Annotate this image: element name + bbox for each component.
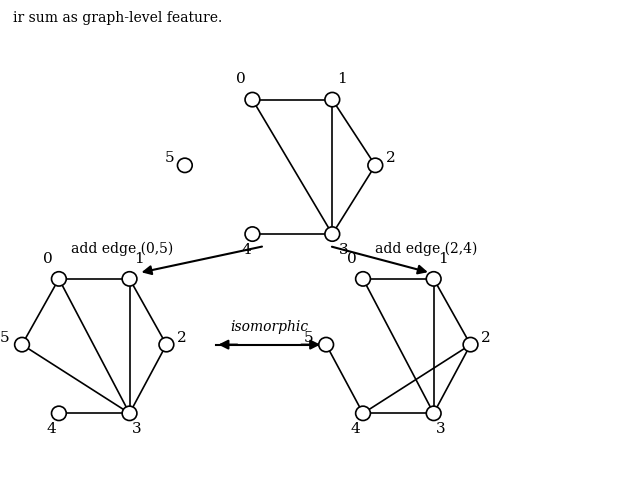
- Circle shape: [368, 158, 383, 172]
- Text: 4: 4: [351, 422, 360, 436]
- Text: 0: 0: [43, 251, 52, 266]
- Text: 1: 1: [438, 251, 448, 266]
- Text: add edge (2,4): add edge (2,4): [375, 242, 477, 256]
- Circle shape: [51, 272, 67, 286]
- Text: 1: 1: [337, 72, 346, 87]
- Text: ir sum as graph-level feature.: ir sum as graph-level feature.: [13, 11, 222, 25]
- Circle shape: [356, 272, 371, 286]
- Text: 5: 5: [304, 331, 314, 345]
- Text: 5: 5: [0, 331, 10, 345]
- Circle shape: [319, 338, 333, 352]
- Circle shape: [122, 406, 137, 420]
- Text: 2: 2: [481, 331, 491, 345]
- Circle shape: [15, 338, 29, 352]
- Circle shape: [426, 406, 441, 420]
- Circle shape: [426, 272, 441, 286]
- Text: 0: 0: [347, 251, 357, 266]
- Circle shape: [245, 93, 260, 107]
- Text: 4: 4: [47, 422, 56, 436]
- Text: 4: 4: [241, 243, 251, 257]
- Circle shape: [51, 406, 67, 420]
- Circle shape: [325, 93, 340, 107]
- Circle shape: [159, 338, 174, 352]
- Text: add edge (0,5): add edge (0,5): [71, 242, 173, 256]
- Text: 1: 1: [134, 251, 143, 266]
- Text: 5: 5: [164, 151, 174, 165]
- Text: 3: 3: [339, 243, 348, 257]
- Circle shape: [463, 338, 478, 352]
- Text: 3: 3: [132, 422, 141, 436]
- Circle shape: [356, 406, 371, 420]
- Circle shape: [122, 272, 137, 286]
- Circle shape: [177, 158, 192, 172]
- Text: isomorphic: isomorphic: [230, 320, 308, 334]
- Text: 2: 2: [386, 151, 396, 165]
- Circle shape: [245, 227, 260, 241]
- Text: 3: 3: [436, 422, 446, 436]
- Circle shape: [325, 227, 340, 241]
- Text: 2: 2: [177, 331, 187, 345]
- Text: 0: 0: [237, 72, 246, 87]
